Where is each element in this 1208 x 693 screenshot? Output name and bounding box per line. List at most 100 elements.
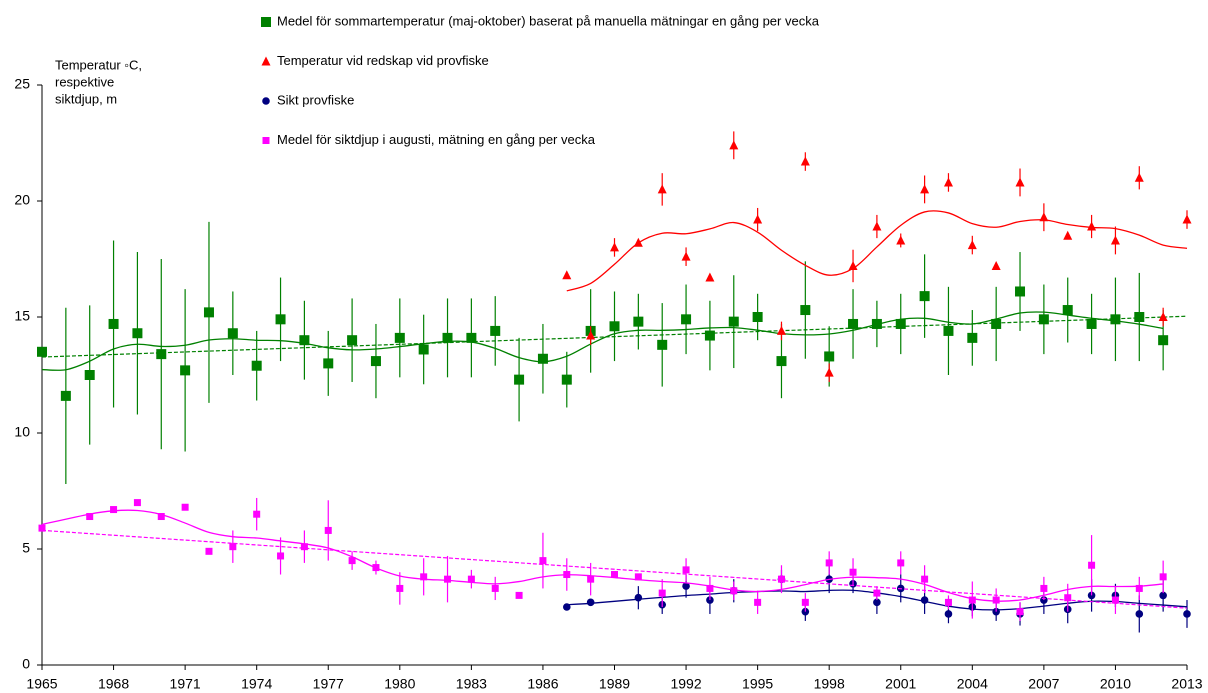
x-tick-label: 1983 <box>456 676 487 692</box>
point <box>730 587 738 595</box>
point <box>1088 561 1096 569</box>
point <box>776 356 787 367</box>
point <box>86 513 94 521</box>
x-tick-label: 1998 <box>814 676 845 692</box>
x-tick-label: 1989 <box>599 676 630 692</box>
point <box>539 557 547 565</box>
point <box>490 325 501 336</box>
legend-label: Temperatur vid redskap vid provfiske <box>277 53 489 68</box>
point <box>227 328 238 339</box>
point <box>634 593 643 602</box>
trend-line <box>41 529 1188 609</box>
point <box>110 506 118 514</box>
point <box>873 598 881 607</box>
point <box>681 314 692 325</box>
y-axis-label: respektive <box>55 74 114 89</box>
point <box>1134 312 1145 322</box>
point <box>37 346 47 357</box>
point <box>1087 221 1097 231</box>
point <box>682 566 690 574</box>
point <box>157 513 165 521</box>
point <box>38 524 46 532</box>
x-tick-label: 1995 <box>742 676 773 692</box>
point <box>1183 610 1191 618</box>
point <box>633 237 643 247</box>
point <box>1062 305 1073 316</box>
point <box>84 370 95 380</box>
y-axis-label: siktdjup, m <box>55 91 117 106</box>
point <box>347 335 358 346</box>
point <box>180 365 191 376</box>
point <box>587 575 595 583</box>
point <box>229 543 237 551</box>
x-tick-label: 1980 <box>384 676 415 692</box>
point <box>967 240 977 250</box>
y-tick-label: 5 <box>22 540 30 556</box>
point <box>60 390 71 401</box>
point <box>1110 235 1120 245</box>
point <box>1015 177 1025 187</box>
point <box>657 339 668 350</box>
point <box>992 596 1000 604</box>
point <box>991 260 1001 270</box>
y-tick-label: 10 <box>14 424 30 440</box>
point <box>609 321 620 332</box>
point <box>871 318 882 329</box>
point <box>132 328 143 339</box>
point <box>586 330 596 340</box>
point <box>156 349 167 360</box>
x-tick-label: 1986 <box>527 676 558 692</box>
point <box>324 526 332 534</box>
legend-marker <box>262 97 270 105</box>
point <box>634 573 642 581</box>
point <box>466 332 477 343</box>
point <box>491 584 499 592</box>
point <box>943 177 953 187</box>
point <box>514 374 525 385</box>
point <box>753 214 763 224</box>
point <box>1111 596 1119 604</box>
x-tick-label: 2004 <box>957 676 988 692</box>
point <box>181 503 189 511</box>
x-tick-label: 1977 <box>313 676 344 692</box>
point <box>706 584 714 592</box>
y-axis-label: Temperatur ◦C, <box>55 57 142 72</box>
point <box>896 235 906 245</box>
point <box>944 610 953 618</box>
point <box>1158 335 1169 346</box>
point <box>372 564 380 572</box>
point <box>895 318 906 329</box>
point <box>515 591 523 599</box>
point <box>1086 318 1097 329</box>
point <box>920 184 930 194</box>
legend-label: Medel för siktdjup i augusti, mätning en… <box>277 132 596 147</box>
point <box>444 575 452 583</box>
point <box>418 344 429 355</box>
point <box>563 571 571 579</box>
point <box>944 598 952 606</box>
point <box>1158 312 1168 321</box>
point <box>800 156 810 166</box>
point <box>561 374 572 385</box>
point <box>991 318 1002 329</box>
point <box>1015 286 1026 297</box>
point <box>824 351 835 362</box>
point <box>801 598 809 606</box>
y-tick-label: 25 <box>14 76 30 92</box>
point <box>467 575 475 583</box>
point <box>920 596 929 604</box>
point <box>800 305 811 316</box>
point <box>897 559 905 567</box>
point <box>754 598 762 606</box>
point <box>203 307 214 318</box>
point <box>704 330 715 341</box>
point <box>848 260 858 270</box>
point <box>323 358 334 369</box>
point <box>919 291 930 302</box>
point <box>205 547 213 555</box>
x-tick-label: 2007 <box>1028 676 1059 692</box>
point <box>872 221 882 231</box>
point <box>420 573 428 581</box>
point <box>251 360 262 371</box>
